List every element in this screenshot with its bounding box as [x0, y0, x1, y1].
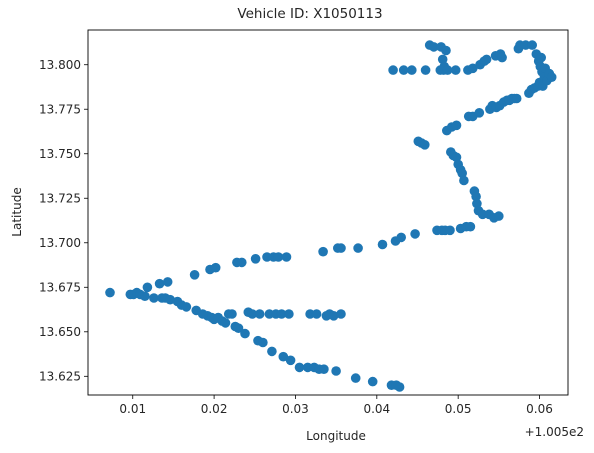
data-point	[318, 246, 328, 257]
y-axis: 13.625 13.650 13.675 13.700 13.725 13.750 13.7…	[39, 58, 88, 384]
data-point	[276, 309, 287, 319]
data-point	[247, 309, 258, 319]
data-point	[267, 346, 277, 357]
data-point	[420, 140, 430, 150]
data-point	[441, 45, 451, 56]
y-tick-label: 13.800	[39, 58, 81, 72]
data-point	[410, 229, 420, 239]
data-point	[240, 328, 250, 339]
x-axis-offset-label: +1.005e2	[525, 425, 584, 439]
data-point	[162, 277, 173, 287]
data-point	[278, 351, 289, 362]
x-tick-label: 0.03	[282, 402, 309, 416]
data-point	[210, 262, 221, 273]
y-axis-label: Latitude	[10, 187, 24, 236]
x-axis-label: Longitude	[306, 429, 366, 443]
data-point	[336, 243, 346, 253]
data-point	[474, 108, 485, 118]
data-point	[281, 252, 292, 262]
x-tick-label: 0.04	[363, 402, 390, 416]
data-point	[350, 373, 361, 383]
data-point	[149, 293, 159, 303]
data-point	[273, 252, 284, 262]
data-point	[388, 65, 398, 75]
y-tick-label: 13.725	[39, 192, 81, 206]
data-point	[527, 40, 537, 50]
data-point	[233, 323, 244, 334]
data-point	[481, 54, 492, 65]
x-tick-label: 0.06	[526, 402, 553, 416]
data-point	[220, 318, 231, 328]
x-tick-label: 0.02	[201, 402, 228, 416]
data-point	[396, 232, 407, 243]
data-point	[459, 175, 469, 186]
data-point	[294, 362, 305, 373]
data-point	[494, 211, 504, 221]
y-tick-label: 13.625	[39, 370, 81, 384]
data-point	[165, 294, 175, 305]
y-tick-label: 13.750	[39, 147, 81, 161]
data-point	[331, 366, 341, 376]
data-point	[445, 225, 455, 236]
data-point	[105, 287, 115, 298]
data-point	[546, 72, 557, 82]
data-point	[377, 239, 388, 250]
data-point	[154, 278, 165, 289]
data-point	[181, 302, 192, 312]
data-point	[511, 93, 522, 104]
data-point	[420, 65, 431, 75]
data-point	[465, 221, 476, 232]
data-point	[285, 355, 296, 366]
data-point	[367, 376, 378, 387]
data-point	[457, 168, 468, 179]
data-point	[471, 191, 481, 202]
data-point	[227, 309, 237, 319]
data-point	[497, 52, 507, 63]
data-point	[237, 257, 247, 268]
data-point	[142, 282, 153, 293]
data-point	[250, 253, 261, 264]
y-tick-label: 13.675	[39, 281, 81, 295]
data-point	[258, 337, 268, 348]
data-points	[105, 40, 557, 392]
data-point	[311, 309, 322, 319]
data-point	[429, 42, 439, 52]
data-point	[140, 291, 150, 302]
y-tick-label: 13.700	[39, 236, 81, 250]
y-tick-label: 13.775	[39, 103, 81, 117]
data-point	[442, 65, 453, 75]
data-point	[451, 120, 462, 131]
chart-title: Vehicle ID: X1050113	[237, 6, 382, 22]
data-point	[328, 311, 339, 321]
plot-frame	[87, 29, 569, 396]
x-tick-label: 0.05	[445, 402, 472, 416]
x-tick-label: 0.01	[119, 402, 146, 416]
data-point	[450, 65, 461, 75]
data-point	[398, 65, 409, 75]
data-point	[319, 364, 329, 375]
data-point	[407, 65, 417, 75]
data-point	[336, 309, 346, 319]
data-point	[353, 243, 363, 253]
data-point	[468, 63, 478, 74]
y-tick-label: 13.650	[39, 325, 81, 339]
data-point	[189, 270, 200, 280]
data-point	[284, 309, 294, 319]
data-point	[394, 382, 405, 392]
x-axis: 0.01 0.02 0.03 0.04 0.05 0.06	[119, 395, 553, 416]
data-point	[254, 309, 265, 319]
data-point	[536, 52, 546, 63]
